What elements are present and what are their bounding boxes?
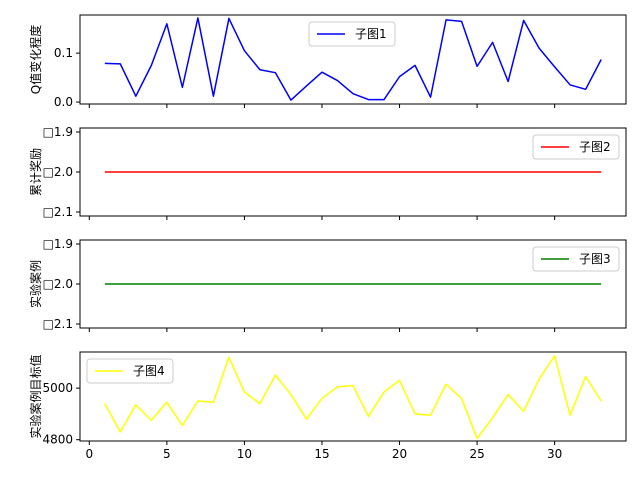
y-tick-label: 0.1 bbox=[54, 46, 73, 60]
legend-label-1: 子图1 bbox=[355, 27, 387, 41]
y-tick-label: 5000 bbox=[42, 381, 73, 395]
y-tick-label: □2.0 bbox=[43, 165, 73, 179]
y-tick-label: □1.9 bbox=[43, 125, 73, 139]
x-tick-label: 25 bbox=[469, 447, 484, 461]
x-tick-label: 20 bbox=[392, 447, 407, 461]
series-line-1 bbox=[104, 17, 602, 101]
legend-box-3 bbox=[532, 246, 620, 272]
legend-label-2: 子图2 bbox=[579, 140, 611, 154]
y-tick-label: 4800 bbox=[42, 433, 73, 447]
legend-label-4: 子图4 bbox=[133, 364, 165, 378]
x-tick-label: 30 bbox=[547, 447, 562, 461]
y-tick-label: 0.0 bbox=[54, 95, 73, 109]
y-tick-label: □1.9 bbox=[43, 237, 73, 251]
x-tick-label: 15 bbox=[314, 447, 329, 461]
legend-box-4 bbox=[86, 358, 174, 384]
y-axis-label-2: 累计奖励 bbox=[29, 148, 43, 196]
y-axis-label-1: Q值变化程度 bbox=[28, 25, 43, 94]
x-tick-label: 5 bbox=[163, 447, 171, 461]
x-tick-label: 0 bbox=[85, 447, 93, 461]
y-tick-label: □2.0 bbox=[43, 277, 73, 291]
series-line-4 bbox=[104, 355, 602, 440]
axes-frame-4 bbox=[79, 351, 627, 442]
y-tick-label: □2.1 bbox=[43, 317, 73, 331]
y-tick-label: □2.1 bbox=[43, 205, 73, 219]
axes-frame-1 bbox=[79, 14, 627, 105]
legend-box-1 bbox=[308, 21, 396, 47]
legend-box-2 bbox=[532, 134, 620, 160]
y-axis-label-3: 实验案例 bbox=[28, 260, 43, 308]
y-axis-label-4: 实验案例目标值 bbox=[28, 354, 43, 438]
legend-label-3: 子图3 bbox=[579, 252, 611, 266]
x-tick-label: 10 bbox=[237, 447, 252, 461]
